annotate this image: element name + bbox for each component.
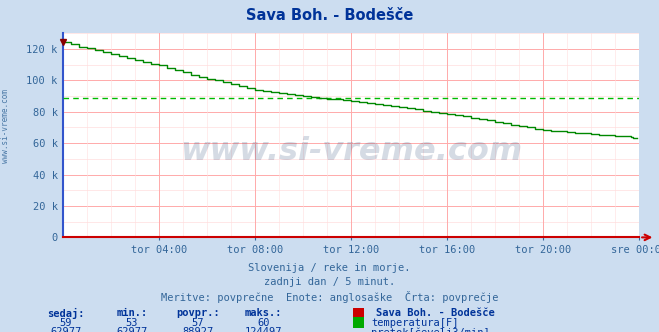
- Text: 62977: 62977: [116, 327, 148, 332]
- Text: Sava Boh. - Bodešče: Sava Boh. - Bodešče: [376, 308, 494, 318]
- Text: 62977: 62977: [50, 327, 82, 332]
- Text: Slovenija / reke in morje.: Slovenija / reke in morje.: [248, 263, 411, 273]
- Text: 59: 59: [60, 318, 72, 328]
- Text: Meritve: povprečne  Enote: anglosaške  Črta: povprečje: Meritve: povprečne Enote: anglosaške Črt…: [161, 291, 498, 303]
- Text: Sava Boh. - Bodešče: Sava Boh. - Bodešče: [246, 8, 413, 23]
- Text: povpr.:: povpr.:: [176, 308, 219, 318]
- Text: 88927: 88927: [182, 327, 214, 332]
- Text: maks.:: maks.:: [245, 308, 282, 318]
- Text: min.:: min.:: [116, 308, 148, 318]
- Text: temperatura[F]: temperatura[F]: [371, 318, 459, 328]
- Text: 53: 53: [126, 318, 138, 328]
- Text: sedaj:: sedaj:: [47, 308, 84, 319]
- Text: www.si-vreme.com: www.si-vreme.com: [1, 89, 10, 163]
- Text: 124497: 124497: [245, 327, 282, 332]
- Text: zadnji dan / 5 minut.: zadnji dan / 5 minut.: [264, 277, 395, 287]
- Text: 57: 57: [192, 318, 204, 328]
- Text: 60: 60: [258, 318, 270, 328]
- Text: www.si-vreme.com: www.si-vreme.com: [180, 136, 522, 167]
- Text: pretok[čevelj3/min]: pretok[čevelj3/min]: [371, 327, 490, 332]
